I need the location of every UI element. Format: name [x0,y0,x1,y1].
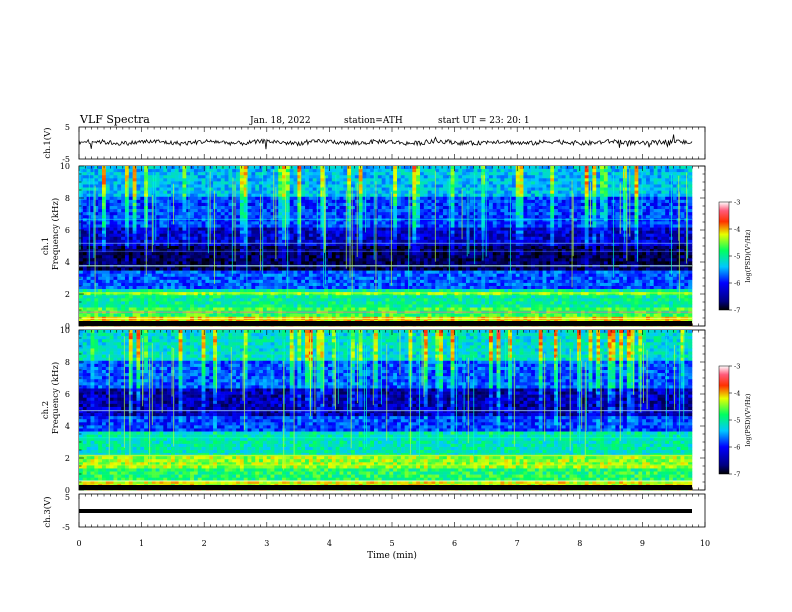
colorbar-tick-label: -7 [734,307,740,315]
ch2-spectrogram-image [79,330,693,491]
ch1-frequency-tick-labels: 0 2 4 6 8 10 [60,162,70,331]
ch1-frequency-ylabel: Frequency (kHz) [50,198,61,270]
frequency-tick-label: 8 [65,194,70,203]
time-tick-label: 8 [577,539,582,548]
frequency-tick-label: 10 [60,326,70,335]
ch3-waveform-line [79,509,692,513]
ch2-frequency-ylabel: Frequency (kHz) [50,362,61,434]
time-tick-label: 2 [202,539,207,548]
ch1-ytick-top: 5 [65,123,70,132]
frequency-tick-label: 2 [65,290,70,299]
frequency-tick-label: 2 [65,454,70,463]
colorbar-tick-label: -6 [734,280,740,288]
ch1-waveform-ticks [78,127,706,159]
time-axis-label: Time (min) [367,550,417,561]
ch3-waveform-panel: 5 -5 ch.3(V) [42,493,706,532]
ch3-waveform-ylabel: ch.3(V) [42,496,53,527]
ch3-waveform-ticks [78,494,706,527]
frequency-tick-label: 0 [65,486,70,495]
ch1-spectrogram-image [79,166,693,327]
frequency-tick-label: 8 [65,358,70,367]
ch2-colorbar [718,365,730,475]
colorbar-tick-label: -5 [734,253,740,261]
colorbar-tick-label: -3 [734,363,740,371]
ch1-waveform-ylabel: ch.1(V) [42,127,53,158]
ch2-colorbar-ticks: -3 -4 -5 -6 -7 [729,363,740,479]
ch1-waveform-line [78,134,693,150]
colorbar-tick-label: -6 [734,444,740,452]
time-tick-label: 1 [139,539,144,548]
frequency-tick-label: 6 [65,226,70,235]
colorbar-tick-label: -5 [734,417,740,425]
time-tick-label: 5 [389,539,394,548]
frequency-tick-label: 10 [60,162,70,171]
start-time-label: start UT = 23: 20: 1 [438,116,530,126]
station-label: station=ATH [344,116,403,126]
colorbar-tick-label: -7 [734,471,740,479]
ch1-colorbar-ticks: -3 -4 -5 -6 -7 [729,199,740,315]
time-tick-label: 4 [327,539,332,548]
frequency-tick-label: 4 [65,258,70,267]
time-tick-label: 7 [515,539,520,548]
ch2-spectrogram-ticks [78,329,706,491]
time-tick-label: 9 [640,539,645,548]
colorbar-tick-label: -4 [734,226,740,234]
time-tick-label: 3 [264,539,269,548]
ch2-frequency-tick-labels: 0 2 4 6 8 10 [60,326,70,495]
frequency-tick-label: 4 [65,422,70,431]
time-axis-tick-labels: 0 1 2 3 4 5 6 7 8 9 10 [76,539,710,548]
colorbar-tick-label: -4 [734,390,740,398]
ch2-channel-label: ch.2 [41,401,51,419]
time-tick-label: 6 [452,539,457,548]
figure-title: VLF Spectra [79,113,150,126]
time-tick-label: 10 [700,539,710,548]
date-label: Jan. 18, 2022 [249,116,311,126]
ch2-colorbar-label: log(PSD)(V²/Hz) [744,393,752,446]
time-tick-label: 0 [76,539,81,548]
ch1-spectrogram-ticks [78,165,706,327]
ch1-colorbar [718,201,730,311]
frequency-tick-label: 6 [65,390,70,399]
ch1-colorbar-label: log(PSD)(V²/Hz) [744,229,752,282]
ch1-waveform-panel: 5 -5 ch.1(V) [42,123,706,164]
ch3-ytick-top: 5 [65,493,70,502]
ch1-ytick-bottom: -5 [62,155,70,164]
colorbar-tick-label: -3 [734,199,740,207]
frequency-tick-label: 0 [65,322,70,331]
ch3-ytick-bottom: -5 [62,523,70,532]
ch1-channel-label: ch.1 [41,237,51,255]
